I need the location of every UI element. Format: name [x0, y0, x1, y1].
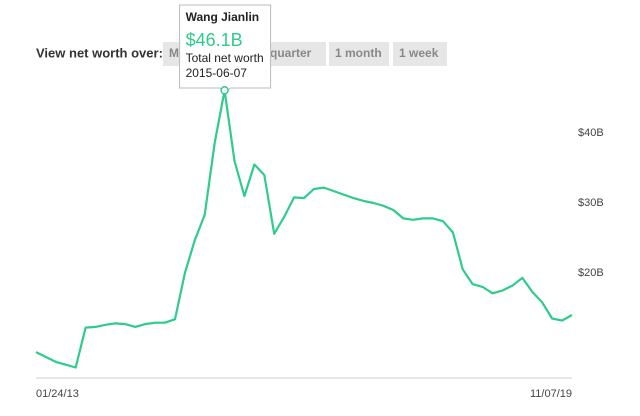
controls-label: View net worth over: [36, 45, 163, 60]
series-line [35, 89, 573, 369]
tooltip-title: Wang Jianlin [186, 10, 260, 24]
range-button-label[interactable]: 1 month [335, 46, 382, 60]
tooltip-caption: Total net worth [186, 51, 264, 65]
tooltip-value: $46.1B [186, 30, 243, 50]
range-button-label[interactable]: 1 quarter [260, 46, 312, 60]
range-button[interactable] [329, 42, 389, 66]
tooltip-marker [220, 86, 229, 95]
tooltip-date: 2015-06-07 [186, 66, 248, 80]
y-tick-label: $20B [578, 267, 604, 279]
y-tick-label: $40B [578, 127, 604, 139]
range-button[interactable] [393, 42, 447, 66]
x-tick-label: 11/07/19 [530, 388, 572, 400]
x-tick-label: 01/24/13 [36, 388, 79, 400]
plot: $20B $30B $40B 01/24/13 11/07/19 [35, 89, 604, 400]
y-tick-label: $30B [578, 197, 604, 209]
range-button-label[interactable]: 1 week [399, 46, 439, 60]
